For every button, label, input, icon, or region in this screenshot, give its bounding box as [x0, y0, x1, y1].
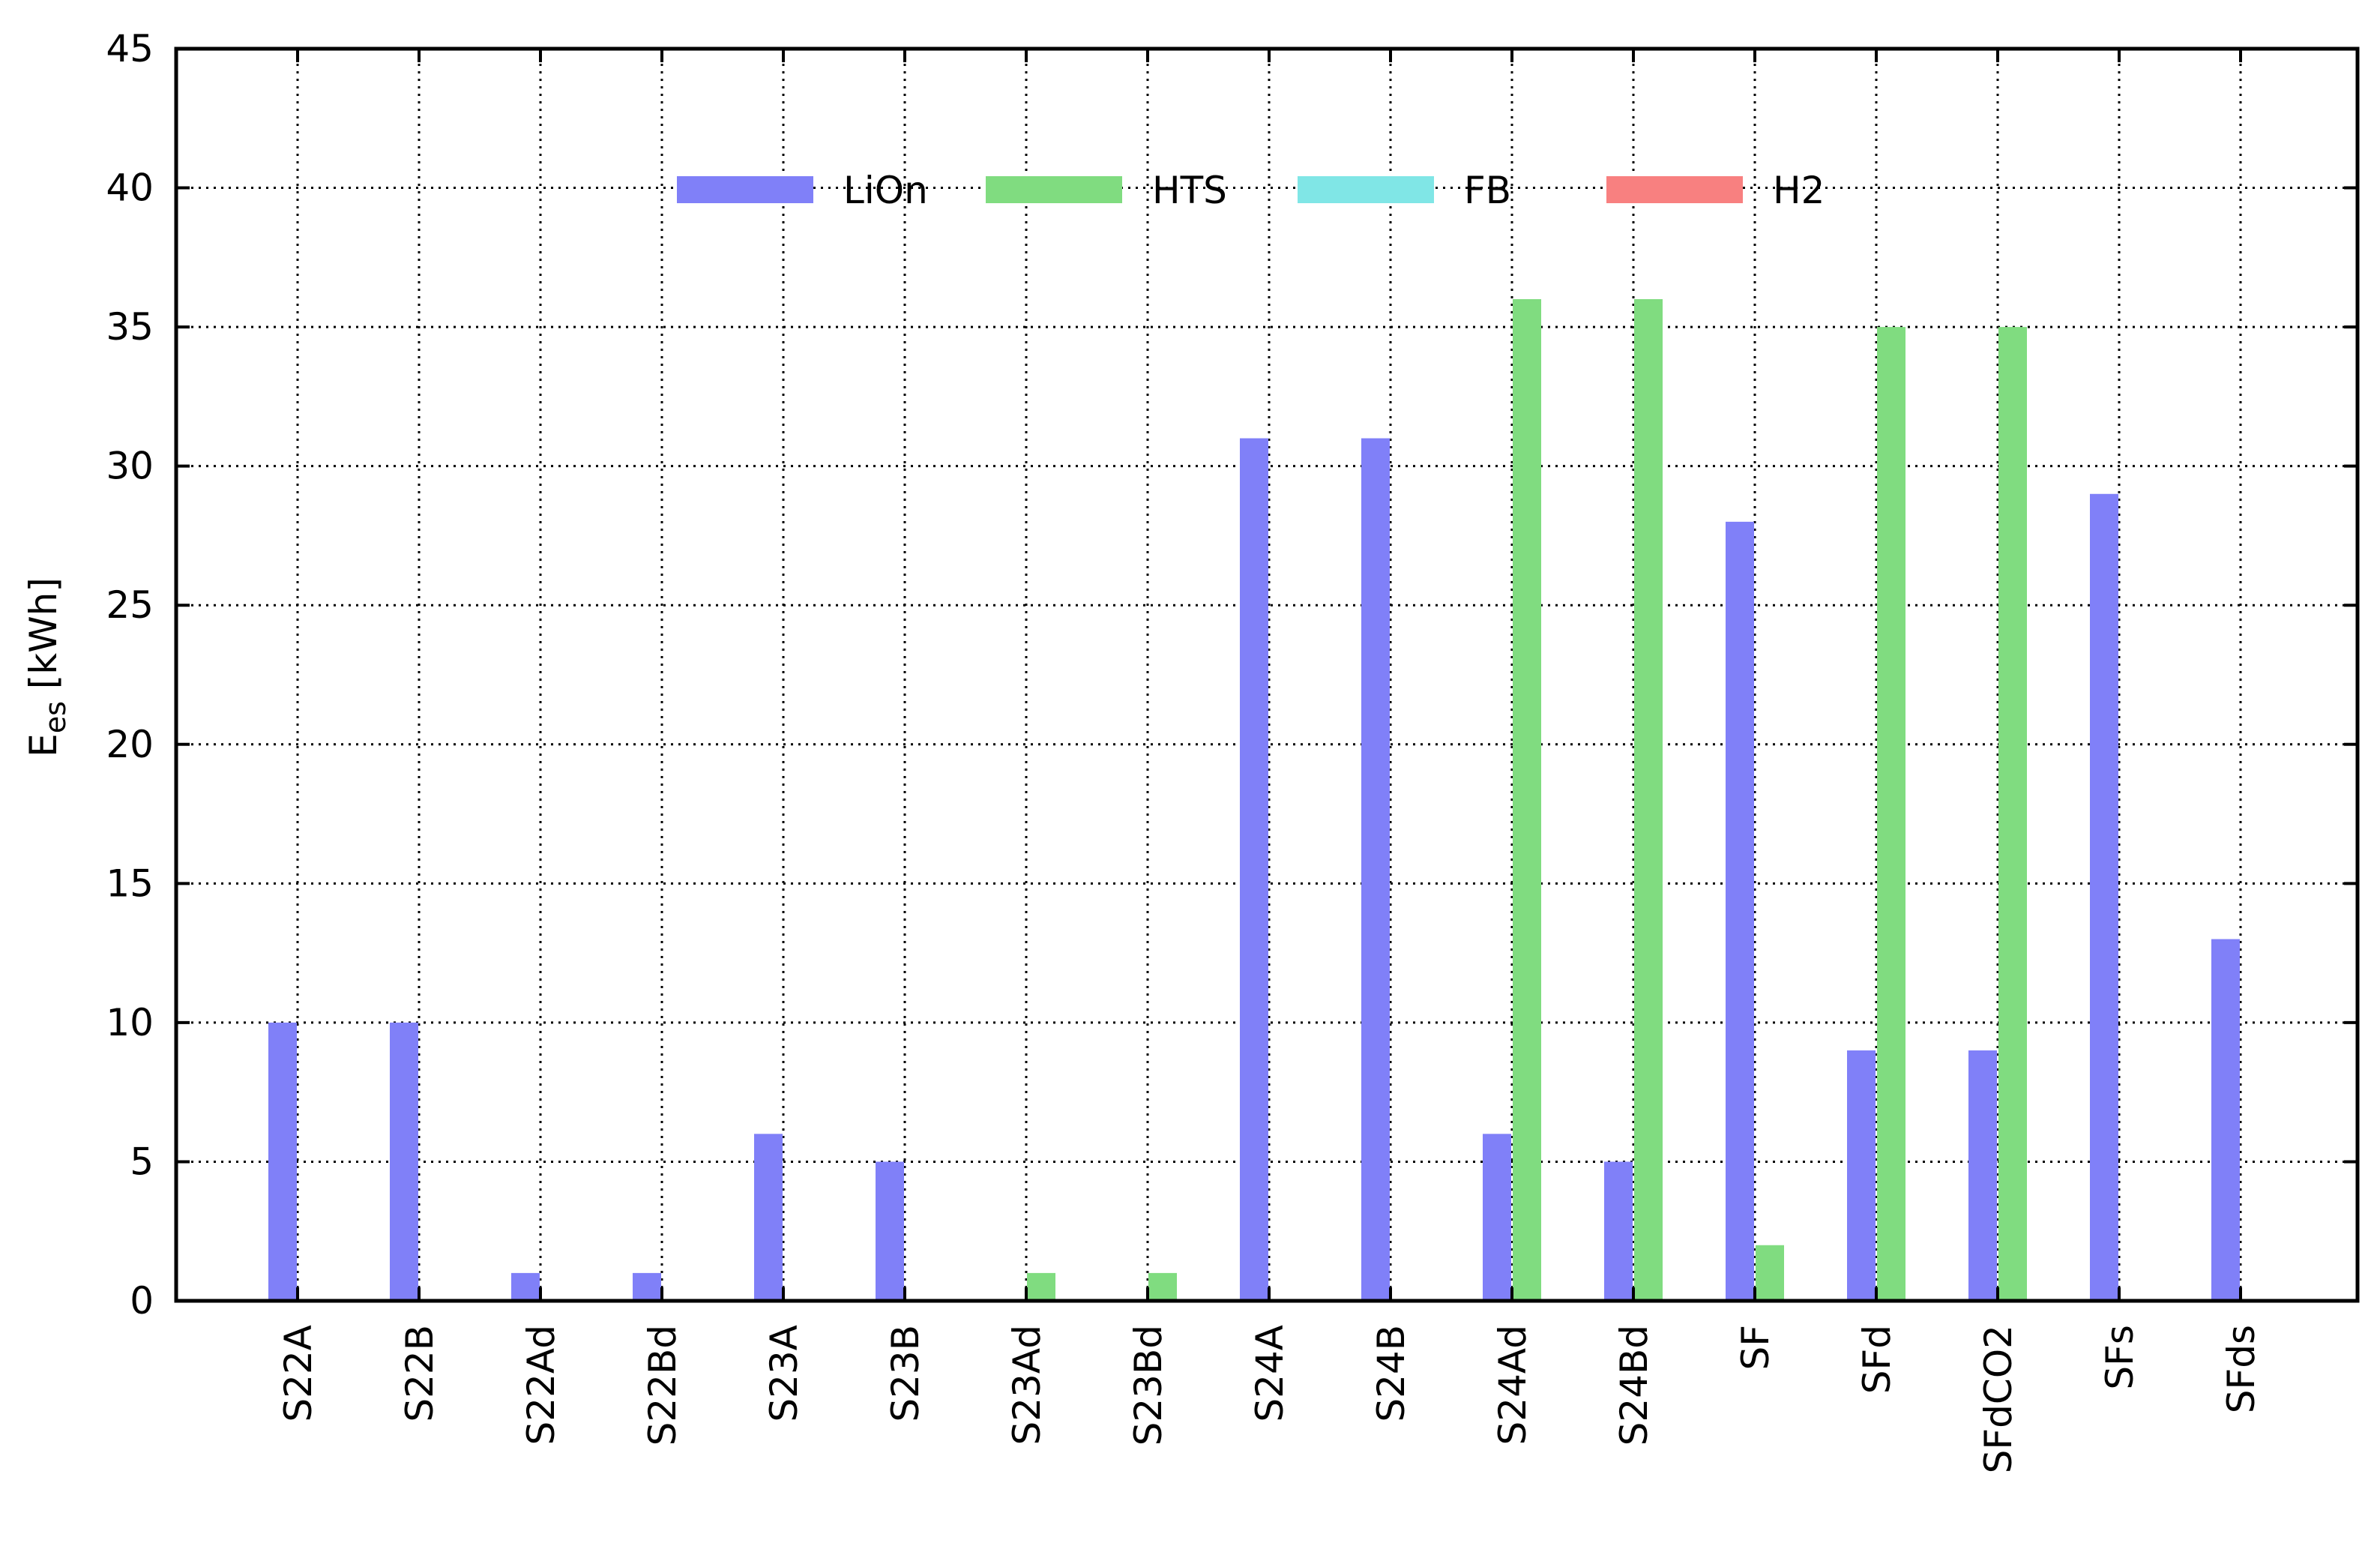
x-category-labels: S22A S22B S22Ad S22Bd S23A S23B S23Ad S23Bd S24A… [277, 1325, 2263, 1473]
y-tick-label: 35 [106, 305, 154, 349]
x-category-label: SFdCO2 [1977, 1325, 2020, 1473]
legend-swatch-hts [986, 176, 1122, 203]
bar-lion-s24bd [1604, 1161, 1633, 1301]
y-tick-label: 40 [106, 166, 154, 210]
bar-lion-sfd [1847, 1050, 1876, 1301]
x-category-label: SFs [2098, 1325, 2142, 1390]
bar-hts-s23ad [1027, 1272, 1055, 1301]
y-axis-label-unit: [kWh] [22, 577, 65, 701]
plot-frame [174, 46, 2360, 1303]
y-tick-label: 45 [106, 27, 154, 70]
legend-label-fb: FB [1464, 169, 1511, 212]
bar-lion-s24a [1240, 438, 1268, 1301]
bar-lion-s24ad [1483, 1134, 1511, 1301]
y-tick-label: 10 [106, 1001, 154, 1044]
x-category-label: S23Bd [1127, 1325, 1170, 1446]
bar-lion-s23a [754, 1134, 783, 1301]
bar-lion-s22bd [633, 1272, 661, 1301]
bar-lion-s22a [268, 1022, 297, 1301]
y-tick-label: 15 [106, 861, 154, 905]
legend: LiOn HTS FB H2 [677, 169, 1825, 212]
bar-lion-sfs [2090, 493, 2118, 1301]
legend-swatch-lion [677, 176, 813, 203]
legend-swatch-h2 [1606, 176, 1743, 203]
x-category-label: S23Ad [1005, 1325, 1049, 1445]
bar-hts-s23bd [1148, 1272, 1177, 1301]
ticks [176, 47, 2358, 1302]
x-category-label: S22A [277, 1325, 320, 1422]
bar-hts-sfdco2 [1998, 327, 2027, 1302]
x-category-label: SFd [1855, 1325, 1899, 1394]
bar-hts-sfd [1877, 327, 1905, 1302]
y-tick-label: 30 [106, 445, 154, 488]
bar-lion-sf [1726, 521, 1754, 1301]
legend-swatch-fb [1298, 176, 1434, 203]
bar-lion-s24b [1361, 438, 1390, 1301]
y-tick-label: 20 [106, 723, 154, 766]
x-category-label: S22B [398, 1325, 442, 1422]
x-category-label: S24Ad [1491, 1325, 1534, 1445]
x-category-label: S24Bd [1612, 1325, 1656, 1446]
x-category-label: SF [1734, 1325, 1777, 1371]
x-category-label: SFds [2220, 1325, 2263, 1413]
bar-lion-sfdco2 [1968, 1050, 1997, 1301]
bar-lion-s22b [390, 1022, 418, 1301]
bar-lion-s22ad [511, 1272, 540, 1301]
bar-lion-sfds [2211, 939, 2240, 1301]
legend-label-hts: HTS [1152, 169, 1227, 212]
x-category-label: S22Ad [519, 1325, 563, 1445]
legend-label-lion: LiOn [843, 169, 928, 212]
y-axis-label-main: E [22, 733, 65, 757]
bar-lion-s23b [876, 1161, 904, 1301]
bar-hts-sf [1756, 1245, 1784, 1301]
y-tick-label: 0 [130, 1279, 154, 1323]
y-tick-labels: 0 5 10 15 20 25 30 35 40 45 [106, 27, 154, 1323]
x-category-label: S22Bd [641, 1325, 684, 1446]
legend-label-h2: H2 [1773, 169, 1825, 212]
x-category-label: S24A [1248, 1325, 1292, 1422]
bars [268, 299, 2240, 1302]
x-category-label: S24B [1370, 1325, 1413, 1422]
grid [176, 49, 2358, 1301]
y-axis-label: Ees [kWh] [22, 577, 72, 757]
bar-hts-s24ad [1513, 299, 1541, 1301]
x-category-label: S23A [762, 1325, 806, 1422]
bar-hts-s24bd [1634, 299, 1663, 1301]
y-tick-label: 25 [106, 583, 154, 627]
y-axis-label-subscript: es [39, 701, 72, 733]
x-category-label: S23B [884, 1325, 927, 1422]
y-tick-label: 5 [130, 1140, 154, 1183]
